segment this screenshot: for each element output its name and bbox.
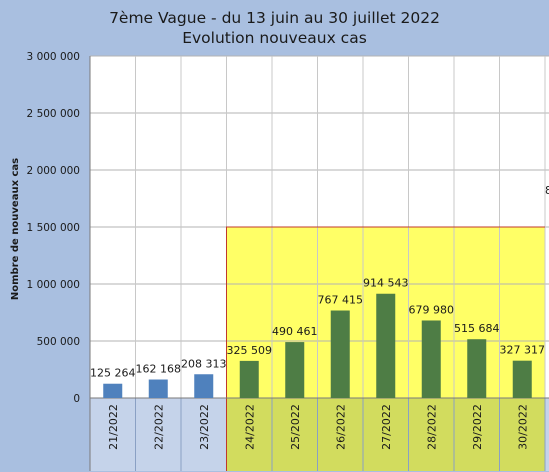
chart-title: 7ème Vague - du 13 juin au 30 juillet 20… — [109, 9, 440, 27]
y-tick-label: 0 — [73, 393, 80, 405]
data-label: 515 684 — [454, 322, 500, 335]
bar — [103, 383, 123, 398]
y-tick-label: 1 500 000 — [27, 222, 80, 234]
x-tick-label: 28/2022 — [425, 404, 438, 450]
data-label: 125 264 — [90, 367, 136, 380]
y-tick-label: 500 000 — [37, 336, 80, 348]
bar — [330, 310, 350, 398]
x-tick-label: 29/2022 — [471, 404, 484, 450]
bar — [148, 379, 168, 398]
clipped-label: 8 — [545, 184, 549, 197]
highlight-border — [226, 226, 545, 398]
data-label: 914 543 — [363, 277, 409, 290]
y-tick-label: 1 000 000 — [27, 279, 80, 291]
bar — [285, 342, 305, 398]
data-label: 327 317 — [500, 344, 546, 357]
x-tick-label: 22/2022 — [152, 404, 165, 450]
bar — [467, 339, 487, 398]
bar — [376, 293, 396, 398]
y-axis-title: Nombre de nouveaux cas — [10, 158, 21, 300]
y-tick-label: 3 000 000 — [27, 51, 80, 63]
data-label: 767 415 — [318, 294, 364, 307]
x-tick-label: 27/2022 — [380, 404, 393, 450]
y-tick-label: 2 000 000 — [27, 165, 80, 177]
y-tick-label: 2 500 000 — [27, 108, 80, 120]
x-tick-label: 26/2022 — [334, 404, 347, 450]
bar — [421, 320, 441, 398]
x-tick-label: 23/2022 — [198, 404, 211, 450]
x-tick-label: 21/2022 — [107, 404, 120, 450]
bar — [194, 374, 214, 398]
data-label: 162 168 — [136, 363, 182, 376]
x-tick-label: 30/2022 — [516, 404, 529, 450]
chart-subtitle: Evolution nouveaux cas — [182, 29, 367, 47]
data-label: 679 980 — [409, 303, 455, 316]
data-label: 208 313 — [181, 357, 227, 370]
highlight-label-band — [226, 398, 545, 471]
bar — [239, 360, 259, 398]
x-tick-label: 24/2022 — [243, 404, 256, 450]
data-label: 490 461 — [272, 325, 318, 338]
data-label: 325 509 — [227, 344, 273, 357]
bar — [512, 360, 532, 398]
x-tick-label: 25/2022 — [289, 404, 302, 450]
